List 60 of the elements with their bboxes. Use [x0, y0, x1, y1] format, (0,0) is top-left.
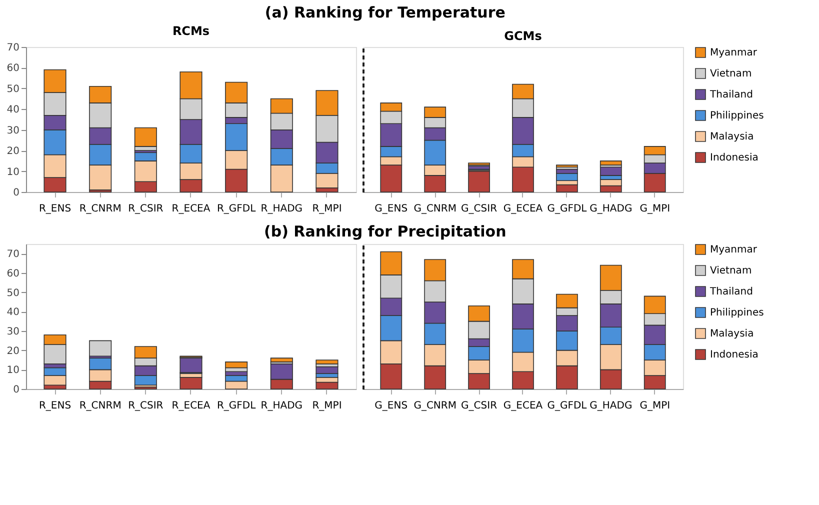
x-tick-label: R_ENS — [38, 204, 72, 214]
text: Vietnam — [710, 266, 752, 276]
x-tick-label: G_MPI — [640, 400, 670, 412]
chart-subtitle: RCMs — [172, 24, 210, 38]
legend-label: Malaysia — [710, 132, 754, 142]
x-tick-label: G_HADG — [590, 204, 632, 214]
x-tick-label: R_CNRM — [79, 400, 122, 412]
text: Myanmar — [710, 244, 758, 256]
x-tick-label: R_ENS — [38, 400, 72, 412]
y-tick-label: 60 — [6, 63, 20, 74]
y-tick-label: 20 — [6, 346, 20, 357]
y-tick-label: 10 — [6, 365, 20, 376]
y-tick-label: 0 — [13, 188, 20, 198]
text: Thailand — [709, 286, 753, 298]
y-tick-label: 50 — [6, 288, 20, 299]
x-tick-label: G_CSIR — [461, 400, 498, 412]
x-tick-label: R_ECEA — [172, 400, 210, 412]
y-tick-label: 60 — [6, 268, 20, 280]
y-tick-label: 40 — [6, 307, 20, 318]
y-tick-label: 20 — [6, 146, 20, 158]
x-tick-label: R_GFDL — [216, 400, 256, 412]
x-tick-label: G_HADG — [590, 400, 632, 412]
y-tick-label: 0 — [13, 384, 20, 396]
x-tick-label: R_MPI — [312, 204, 342, 214]
legend-label: Indonesia — [710, 350, 758, 360]
legend-label: Thailand — [709, 90, 753, 100]
x-tick-label: R_CNRM — [79, 204, 122, 214]
x-tick-label: G_CSIR — [461, 204, 498, 214]
x-tick-label: G_ECEA — [503, 204, 543, 214]
legend-label: Philippines — [710, 110, 764, 122]
x-tick-label: R_CSIR — [128, 400, 164, 412]
legend-label: Indonesia — [710, 152, 758, 164]
x-tick-label: G_CNRM — [414, 204, 456, 214]
legend-label: Myanmar — [710, 48, 758, 58]
chart-title: (b) Ranking for Precipitation — [264, 222, 506, 240]
x-tick-label: R_HADG — [260, 400, 303, 412]
legend-label: Vietnam — [710, 68, 752, 80]
x-tick-label: G_ENS — [374, 400, 408, 412]
y-tick-label: 30 — [6, 125, 20, 136]
x-tick-label: R_CSIR — [128, 204, 164, 214]
y-tick-label: 70 — [6, 249, 20, 260]
chart-subtitle: GCMs — [504, 29, 542, 43]
y-tick-label: 50 — [6, 84, 20, 95]
x-tick-label: G_ENS — [374, 204, 408, 214]
chart-title: (a) Ranking for Temperature — [264, 4, 506, 22]
legend-label: Malaysia — [710, 328, 754, 340]
y-tick-label: 40 — [6, 104, 20, 116]
x-tick-label: R_ECEA — [172, 204, 210, 214]
x-tick-label: R_HADG — [260, 204, 303, 214]
x-tick-label: G_MPI — [640, 204, 670, 214]
x-tick-label: G_GFDL — [547, 204, 588, 214]
x-tick-label: R_MPI — [312, 400, 342, 412]
x-tick-label: R_GFDL — [216, 204, 256, 214]
x-tick-label: G_CNRM — [414, 400, 456, 412]
y-tick-label: 30 — [6, 326, 20, 338]
legend-label: Philippines — [710, 308, 764, 318]
x-tick-label: G_GFDL — [547, 400, 588, 412]
y-tick-label: 70 — [6, 42, 20, 54]
x-tick-label: G_ECEA — [503, 400, 543, 412]
y-tick-label: 10 — [6, 166, 20, 178]
